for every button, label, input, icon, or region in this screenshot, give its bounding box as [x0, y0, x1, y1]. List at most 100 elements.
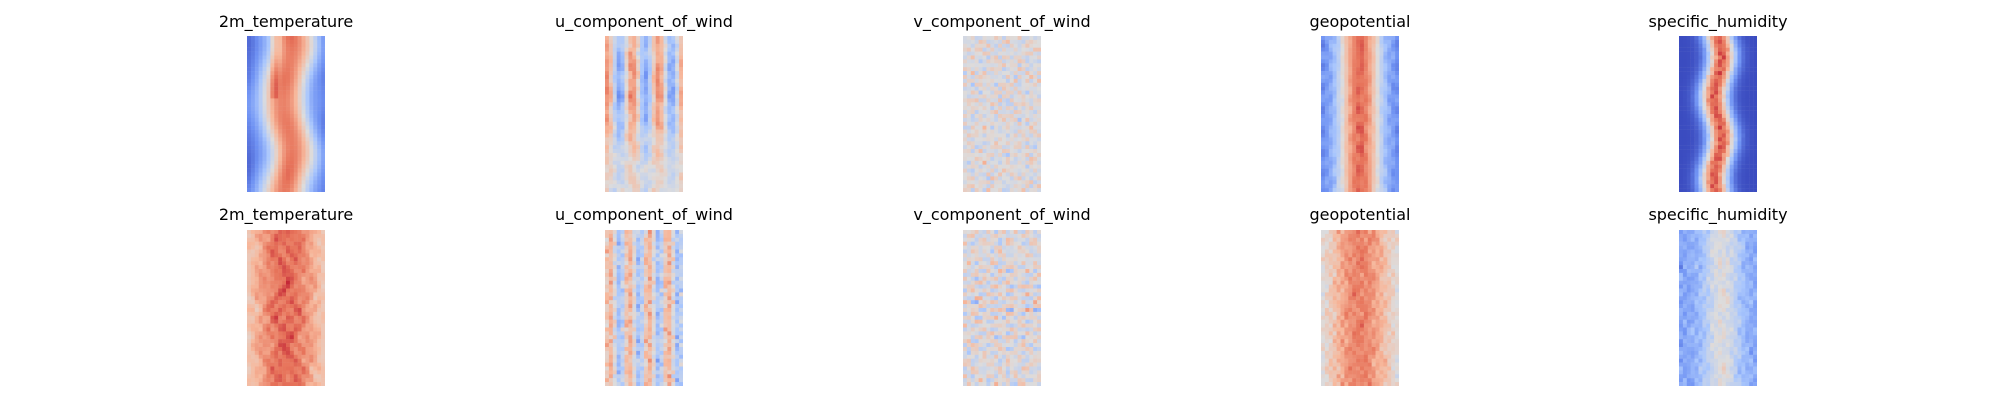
heatmap-cell — [247, 366, 252, 371]
heatmap-cell — [1356, 141, 1361, 146]
heatmap-cell — [1383, 176, 1388, 181]
heatmap-cell — [247, 272, 252, 277]
heatmap-cell — [293, 176, 298, 181]
heatmap-cell — [317, 230, 322, 235]
heatmap-cell — [628, 55, 633, 60]
heatmap-cell — [1328, 94, 1333, 99]
heatmap-cell — [321, 296, 325, 301]
heatmap-cell — [1737, 176, 1742, 181]
heatmap-cell — [1737, 149, 1742, 154]
heatmap-cell — [628, 82, 633, 87]
heatmap-cell — [1013, 106, 1018, 111]
heatmap-cell — [262, 71, 267, 76]
heatmap-cell — [1005, 184, 1010, 189]
heatmap-cell — [1013, 43, 1018, 48]
heatmap-cell — [998, 121, 1003, 126]
heatmap-cell — [286, 339, 291, 344]
heatmap-cell — [1694, 55, 1699, 60]
heatmap-cell — [675, 149, 680, 154]
heatmap-cell — [1745, 106, 1750, 111]
heatmap-cell — [1733, 82, 1738, 87]
heatmap-cell — [266, 257, 271, 262]
heatmap-cell — [608, 75, 613, 80]
heatmap-cell — [1013, 176, 1018, 181]
heatmap-cell — [1363, 145, 1368, 150]
heatmap-cell — [247, 370, 252, 375]
heatmap-cell — [305, 358, 310, 363]
heatmap-cell — [274, 164, 279, 169]
heatmap-cell — [1395, 160, 1399, 165]
heatmap-cell — [628, 114, 633, 119]
heatmap-cell — [1690, 121, 1695, 126]
heatmap-cell — [258, 43, 263, 48]
heatmap-cell — [250, 272, 255, 277]
heatmap-cell — [297, 233, 302, 238]
heatmap-cell — [1321, 110, 1326, 115]
heatmap-cell — [266, 78, 271, 83]
heatmap-cell — [1352, 117, 1357, 122]
heatmap-cell — [258, 125, 263, 130]
heatmap-cell — [1383, 82, 1388, 87]
heatmap-cell — [321, 350, 325, 355]
heatmap-cell — [1029, 156, 1034, 161]
heatmap-cell — [679, 71, 683, 76]
heatmap-cell — [1033, 75, 1038, 80]
heatmap-cell — [282, 106, 287, 111]
heatmap-cell — [1690, 114, 1695, 119]
heatmap-cell — [1005, 78, 1010, 83]
heatmap-cell — [675, 245, 680, 250]
heatmap-cell — [1029, 94, 1034, 99]
heatmap-cell — [309, 102, 314, 107]
heatmap-cell — [998, 94, 1003, 99]
heatmap-cell — [321, 149, 325, 154]
heatmap-cell — [1702, 156, 1707, 161]
heatmap-cell — [266, 114, 271, 119]
heatmap-cell — [1336, 55, 1341, 60]
heatmap-cell — [1336, 106, 1341, 111]
heatmap-cell — [974, 160, 979, 165]
heatmap-cell — [297, 272, 302, 277]
heatmap-cell — [1395, 43, 1399, 48]
heatmap-cell — [305, 288, 310, 293]
heatmap-cell — [1025, 180, 1030, 185]
heatmap-cell — [1706, 184, 1711, 189]
heatmap-cell — [321, 331, 325, 336]
heatmap-cell — [309, 308, 314, 313]
heatmap-cell — [1383, 137, 1388, 142]
heatmap-cell — [1344, 117, 1349, 122]
heatmap-cell — [1718, 149, 1723, 154]
heatmap-cell — [317, 382, 322, 386]
heatmap-cell — [671, 94, 676, 99]
heatmap-cell — [644, 233, 649, 238]
heatmap-cell — [262, 82, 267, 87]
heatmap-cell — [651, 137, 656, 142]
heatmap-cell — [309, 269, 314, 274]
heatmap-cell — [278, 374, 283, 379]
heatmap-cell — [1360, 184, 1365, 189]
heatmap-cell — [250, 188, 255, 192]
heatmap-cell — [636, 184, 641, 189]
heatmap-cell — [636, 90, 641, 95]
heatmap-cell — [286, 284, 291, 289]
heatmap-cell — [1737, 67, 1742, 72]
heatmap-cell — [974, 117, 979, 122]
heatmap-cell — [309, 304, 314, 309]
heatmap-cell — [254, 249, 259, 254]
heatmap-cell — [305, 257, 310, 262]
heatmap-cell — [970, 164, 975, 169]
heatmap-cell — [616, 172, 621, 177]
heatmap-cell — [1021, 184, 1026, 189]
heatmap-cell — [250, 327, 255, 332]
heatmap-cell — [1725, 125, 1730, 130]
heatmap-cell — [286, 94, 291, 99]
heatmap-cell — [1694, 188, 1699, 192]
heatmap-cell — [963, 39, 968, 44]
heatmap-cell — [282, 67, 287, 72]
heatmap-cell — [247, 75, 252, 80]
heatmap-cell — [1725, 176, 1730, 181]
heatmap-cell — [262, 350, 267, 355]
heatmap-cell — [612, 137, 617, 142]
heatmap-cell — [1725, 184, 1730, 189]
heatmap-cell — [1017, 51, 1022, 56]
heatmap-cell — [1340, 71, 1345, 76]
